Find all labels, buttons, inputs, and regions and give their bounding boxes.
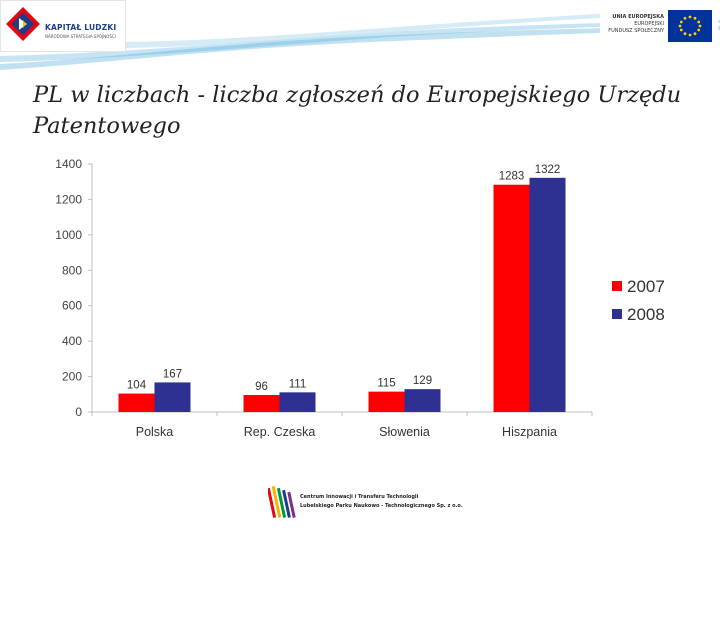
chart-bars xyxy=(118,177,566,412)
y-tick-label: 400 xyxy=(62,334,82,348)
eu-flag-icon xyxy=(668,10,712,42)
y-tick-label: 1000 xyxy=(55,228,82,242)
data-label: 129 xyxy=(413,375,432,387)
data-label: 167 xyxy=(163,368,182,380)
data-label: 1322 xyxy=(535,164,561,176)
y-tick-label: 1400 xyxy=(55,157,82,171)
footer-line: Lubelskiego Parku Naukowo - Technologicz… xyxy=(300,502,463,509)
legend-label: 2007 xyxy=(627,277,665,296)
eu-logo-text: UNIA EUROPEJSKA EUROPEJSKI FUNDUSZ SPOŁE… xyxy=(606,14,664,35)
data-label: 1283 xyxy=(499,171,525,183)
bar xyxy=(368,391,405,412)
legend-label: 2008 xyxy=(627,305,665,324)
footer-line: Centrum Innowacji i Transferu Technologi… xyxy=(300,494,419,500)
eu-logo-line: EUROPEJSKI xyxy=(634,21,664,27)
data-label: 115 xyxy=(377,378,395,390)
footer-text: Centrum Innowacji i Transferu Technologi… xyxy=(300,493,463,510)
kapital-ludzki-emblem-icon xyxy=(6,7,40,41)
chart-axes: 0 200 400 600 800 1000 1200 1400 Polska Rep. Czes… xyxy=(55,157,593,439)
bar xyxy=(279,392,316,412)
eu-logo-line: UNIA EUROPEJSKA xyxy=(612,14,664,20)
bar xyxy=(154,382,191,412)
kapital-ludzki-logo: KAPITAŁ LUDZKI NARODOWA STRATEGIA SPÓJNO… xyxy=(0,0,126,52)
bar xyxy=(118,393,155,412)
bar xyxy=(493,184,530,412)
citt-emblem-icon xyxy=(268,485,296,518)
y-tick-label: 200 xyxy=(62,370,82,384)
eu-logo: UNIA EUROPEJSKA EUROPEJSKI FUNDUSZ SPOŁE… xyxy=(600,2,718,50)
bar xyxy=(243,394,280,412)
data-label: 96 xyxy=(255,381,268,393)
y-tick-label: 600 xyxy=(62,299,82,313)
x-tick-label: Hiszpania xyxy=(502,425,557,439)
legend-swatch xyxy=(612,309,622,319)
bar-chart: 0 200 400 600 800 1000 1200 1400 Polska Rep. Czes… xyxy=(55,157,665,439)
chart-legend: 2007 2008 xyxy=(612,277,665,324)
footer-logo xyxy=(268,484,458,526)
x-tick-label: Polska xyxy=(136,425,174,439)
data-label: 104 xyxy=(127,380,147,392)
x-tick-label: Rep. Czeska xyxy=(244,425,316,439)
x-tick-label: Słowenia xyxy=(379,425,430,439)
bar xyxy=(404,389,441,412)
chart-labels: 104 96 115 1283 167 111 129 1322 xyxy=(127,164,560,393)
slide-title: PL w liczbach - liczba zgłoszeń do Europ… xyxy=(33,82,682,139)
kapital-ludzki-subtitle: NARODOWA STRATEGIA SPÓJNOŚCI xyxy=(45,34,116,39)
y-tick-label: 800 xyxy=(62,263,82,277)
eu-logo-line: FUNDUSZ SPOŁECZNY xyxy=(608,28,664,34)
y-tick-label: 1200 xyxy=(55,192,82,206)
bar xyxy=(529,177,566,412)
kapital-ludzki-name: KAPITAŁ LUDZKI xyxy=(45,23,117,32)
data-label: 111 xyxy=(289,378,306,390)
y-tick-label: 0 xyxy=(75,405,82,419)
header-banner: KAPITAŁ LUDZKI NARODOWA STRATEGIA SPÓJNO… xyxy=(0,0,720,70)
legend-swatch xyxy=(612,281,622,291)
